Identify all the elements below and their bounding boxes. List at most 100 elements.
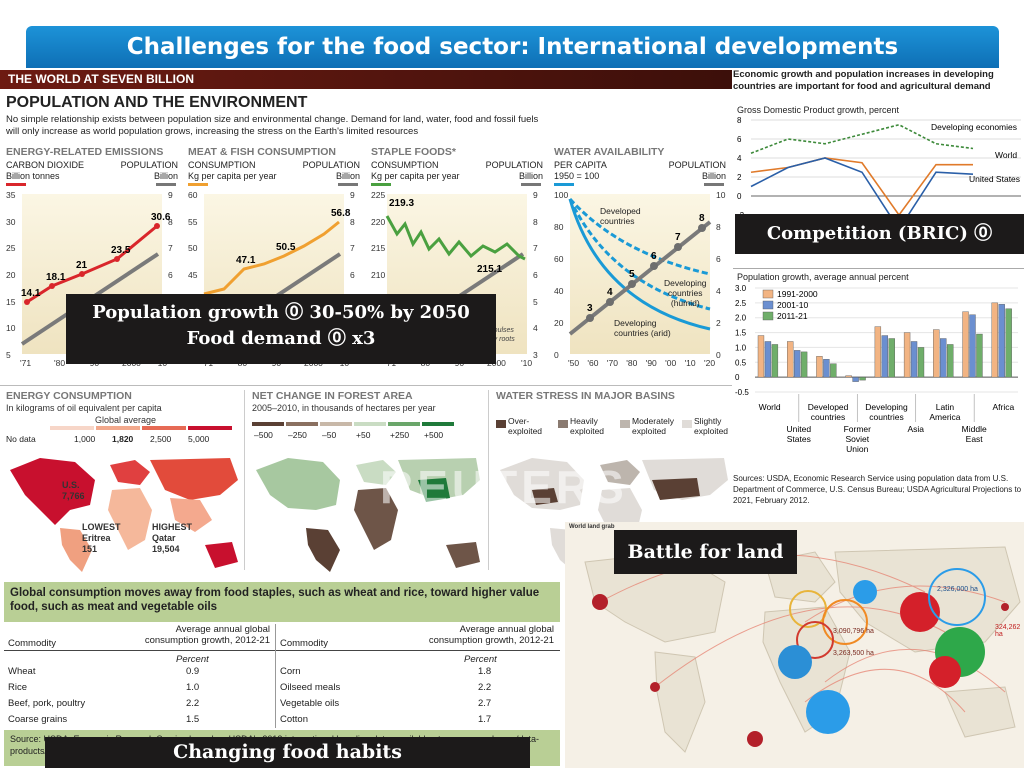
population-bar bbox=[969, 314, 976, 378]
annotation: Developing countries (arid) bbox=[614, 318, 671, 338]
data-point bbox=[49, 283, 55, 289]
population-point bbox=[674, 243, 682, 251]
x-tick: '71 bbox=[20, 358, 32, 368]
legend-label: 1991-2000 bbox=[777, 289, 818, 299]
y-tick-left: 0 bbox=[554, 350, 559, 360]
y-tick-right: 6 bbox=[716, 254, 721, 264]
y-tick: 2.5 bbox=[735, 299, 747, 308]
commodity-name: Coarse grains bbox=[8, 714, 68, 725]
y-tick: 1.0 bbox=[735, 343, 747, 352]
panel-right-subtitle: POPULATION Billion bbox=[485, 160, 543, 181]
population-bar bbox=[764, 341, 772, 378]
population-point bbox=[650, 262, 658, 270]
us-label: U.S. 7,766 bbox=[62, 480, 85, 501]
energy-sub: In kilograms of oil equivalent per capit… bbox=[6, 403, 162, 413]
growth-value: 1.0 bbox=[186, 682, 200, 693]
data-label: 21 bbox=[76, 260, 88, 271]
right-source: Sources: USDA, Economic Research Service… bbox=[733, 474, 1022, 505]
gdp-series-line bbox=[750, 157, 974, 231]
y-tick: -0.5 bbox=[735, 388, 749, 397]
category-label: Asia bbox=[907, 424, 924, 434]
energy-legend-swatch bbox=[50, 426, 94, 430]
y-tick-right: 8 bbox=[350, 216, 355, 227]
energy-legend: No data 1,000 1,820 2,500 5,000 bbox=[6, 426, 238, 448]
legend-swatch bbox=[704, 183, 724, 186]
energy-legend-swatch bbox=[142, 426, 186, 430]
forest-legend-swatch bbox=[320, 422, 352, 426]
lowest-label: LOWEST Eritrea 151 bbox=[82, 522, 121, 554]
divider bbox=[4, 650, 560, 651]
annotation: Developing countries (humid) bbox=[664, 278, 707, 308]
y-tick-left: 10 bbox=[6, 323, 16, 334]
population-bar bbox=[910, 341, 918, 378]
y-tick-right: 7 bbox=[533, 243, 538, 254]
population-bar bbox=[874, 326, 882, 378]
legend-swatch bbox=[371, 183, 391, 186]
forest-legend-label: +50 bbox=[356, 430, 371, 440]
population-point bbox=[628, 280, 636, 288]
slide-title: Challenges for the food sector: Internat… bbox=[26, 26, 999, 68]
unit-left: Percent bbox=[176, 654, 209, 665]
population-label: 7 bbox=[675, 232, 681, 243]
population-bar bbox=[800, 351, 808, 378]
y-tick-left: 15 bbox=[6, 296, 16, 307]
data-label: 23.5 bbox=[111, 245, 131, 256]
growth-value: 2.7 bbox=[478, 698, 492, 709]
legend-swatch bbox=[554, 183, 574, 186]
energy-legend-label: 1,820 bbox=[112, 434, 134, 444]
y-tick-right: 0 bbox=[716, 350, 721, 360]
y-tick-right: 8 bbox=[716, 222, 721, 232]
category-label: Middle bbox=[962, 424, 987, 434]
growth-value: 1.7 bbox=[478, 714, 492, 725]
staple-line bbox=[385, 215, 526, 261]
population-bar bbox=[771, 344, 779, 378]
y-tick-left: 30 bbox=[6, 216, 16, 227]
divider bbox=[275, 624, 276, 728]
population-bar bbox=[881, 335, 889, 378]
water-stress-swatch bbox=[682, 420, 692, 428]
overlay-battle-for-land: Battle for land bbox=[614, 530, 797, 574]
infographic-description: No simple relationship exists between po… bbox=[6, 114, 539, 137]
energy-avg-label: Global average bbox=[95, 415, 157, 425]
forest-legend: –500 –250 –50 +50 +250 +500 bbox=[252, 422, 482, 446]
y-tick-left: 5 bbox=[6, 350, 11, 360]
y-tick-right: 6 bbox=[350, 270, 355, 280]
population-bar bbox=[991, 302, 998, 378]
legend-swatch bbox=[6, 183, 26, 186]
panel-title: STAPLE FOODS* bbox=[371, 146, 456, 158]
water-stress-map bbox=[500, 458, 728, 572]
population-point bbox=[698, 224, 706, 232]
y-tick-left: 20 bbox=[6, 270, 16, 280]
data-point bbox=[114, 256, 120, 262]
y-tick: 4 bbox=[737, 154, 742, 163]
growth-value: 1.8 bbox=[478, 666, 492, 677]
legend-swatch bbox=[762, 300, 774, 310]
legend-swatch bbox=[156, 183, 176, 186]
y-tick-right: 4 bbox=[533, 323, 538, 334]
energy-map bbox=[10, 458, 238, 572]
gdp-series-line bbox=[750, 123, 974, 154]
energy-legend-label: 2,500 bbox=[150, 434, 172, 444]
category-label: Developed bbox=[808, 402, 849, 412]
y-tick-left: 25 bbox=[6, 243, 16, 254]
infographic-heading: POPULATION AND THE ENVIRONMENT bbox=[6, 94, 308, 111]
growth-value: 0.9 bbox=[186, 666, 200, 677]
population-bar bbox=[852, 376, 859, 382]
land-map-title: World land grab bbox=[569, 524, 615, 530]
y-tick: 2 bbox=[737, 173, 742, 182]
category-label: Soviet bbox=[845, 434, 869, 444]
pop-title: Population growth, average annual percen… bbox=[737, 272, 909, 282]
y-tick-right: 10 bbox=[716, 190, 726, 200]
population-bar bbox=[793, 350, 801, 378]
population-bar bbox=[998, 304, 1005, 378]
x-tick: '10 bbox=[521, 358, 533, 368]
humid-line bbox=[568, 198, 711, 311]
legend-label: 2001-10 bbox=[777, 300, 808, 310]
divider bbox=[488, 390, 489, 570]
population-bar bbox=[917, 347, 925, 378]
x-tick: '00 bbox=[665, 358, 677, 368]
population-bar bbox=[940, 338, 947, 378]
y-tick-right: 8 bbox=[533, 216, 538, 227]
col-growth-left: Average annual global consumption growth… bbox=[144, 624, 270, 646]
